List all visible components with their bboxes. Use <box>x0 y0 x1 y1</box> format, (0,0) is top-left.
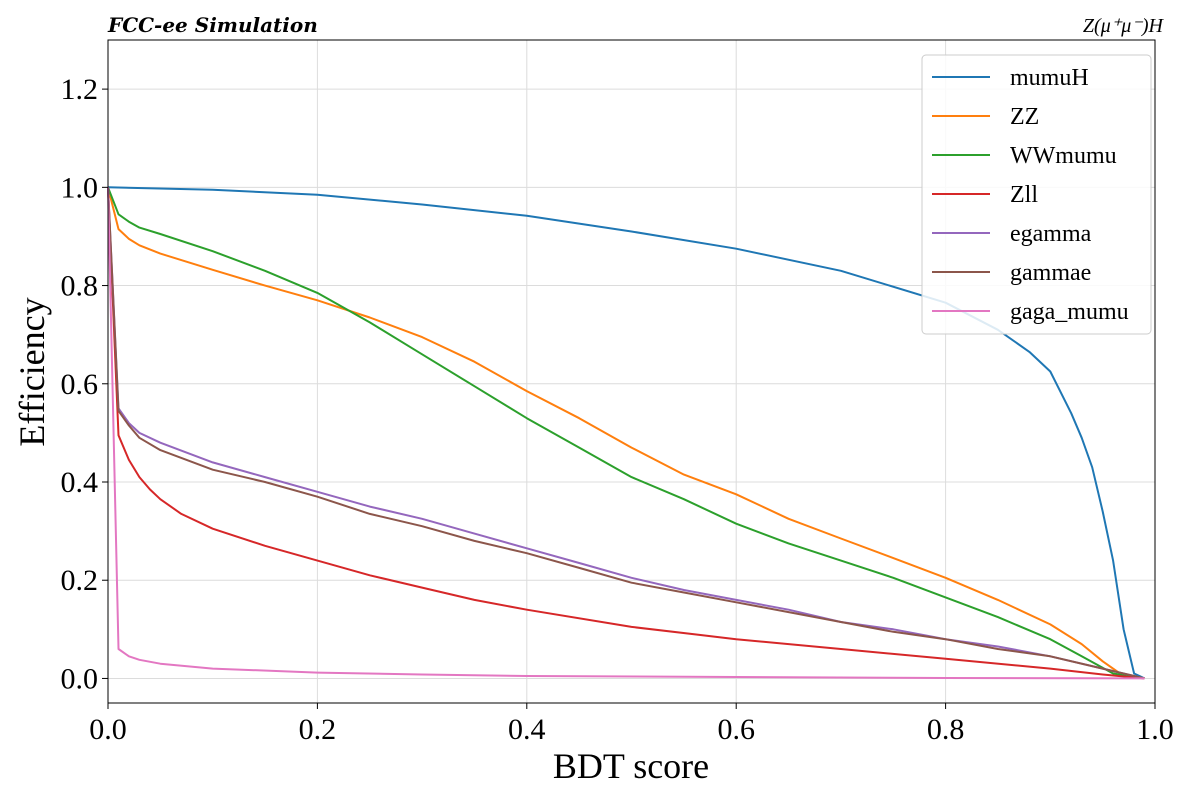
series-line-mumuh <box>107 186 1145 680</box>
x-tick-label: 1.0 <box>1136 713 1174 746</box>
y-tick-label: 1.0 <box>61 171 99 204</box>
y-tick-label: 0.4 <box>61 466 99 499</box>
y-tick-label: 1.2 <box>61 73 99 106</box>
legend-label: WWmumu <box>1010 143 1117 169</box>
legend-box <box>921 54 1152 335</box>
y-tick-label: 0.0 <box>61 662 99 695</box>
plot-frame <box>107 39 1156 704</box>
series-line-wwmumu <box>107 186 1145 680</box>
x-tick-label: 0.2 <box>299 713 337 746</box>
y-tick-label: 0.6 <box>61 368 99 401</box>
x-tick-label: 0.8 <box>927 713 965 746</box>
legend-label: Zll <box>1010 182 1038 208</box>
x-axis-label: BDT score <box>553 746 709 786</box>
y-axis-label: Efficiency <box>12 297 52 446</box>
legend-label: egamma <box>1010 221 1092 247</box>
x-tick-label: 0.6 <box>717 713 755 746</box>
y-tick-label: 0.8 <box>61 270 99 303</box>
x-tick-label: 0.0 <box>89 713 127 746</box>
legend-label: ZZ <box>1010 104 1039 130</box>
axis-ticks: 0.0 0.2 0.4 0.6 0.8 1.0 0.0 0.2 0.4 0.6 0.8 1.0 1.2 <box>61 73 1174 746</box>
x-tick-label: 0.4 <box>508 713 546 746</box>
series-line-gammae <box>107 187 1145 680</box>
title-left: FCC-ee Simulation <box>107 13 318 37</box>
series-line-zll <box>107 187 1145 680</box>
title-right: Z(μ⁺μ⁻)H <box>1083 15 1165 37</box>
legend: mumuH ZZ WWmumu Zll egamma gammae gaga_mumu <box>921 54 1152 335</box>
legend-label: gammae <box>1010 260 1091 286</box>
series-line-gaga-mumu <box>107 187 1145 680</box>
y-tick-label: 0.2 <box>61 564 99 597</box>
series-lines <box>107 186 1145 680</box>
series-line-zz <box>107 187 1145 680</box>
legend-label: gaga_mumu <box>1010 299 1129 325</box>
legend-label: mumuH <box>1010 65 1089 91</box>
